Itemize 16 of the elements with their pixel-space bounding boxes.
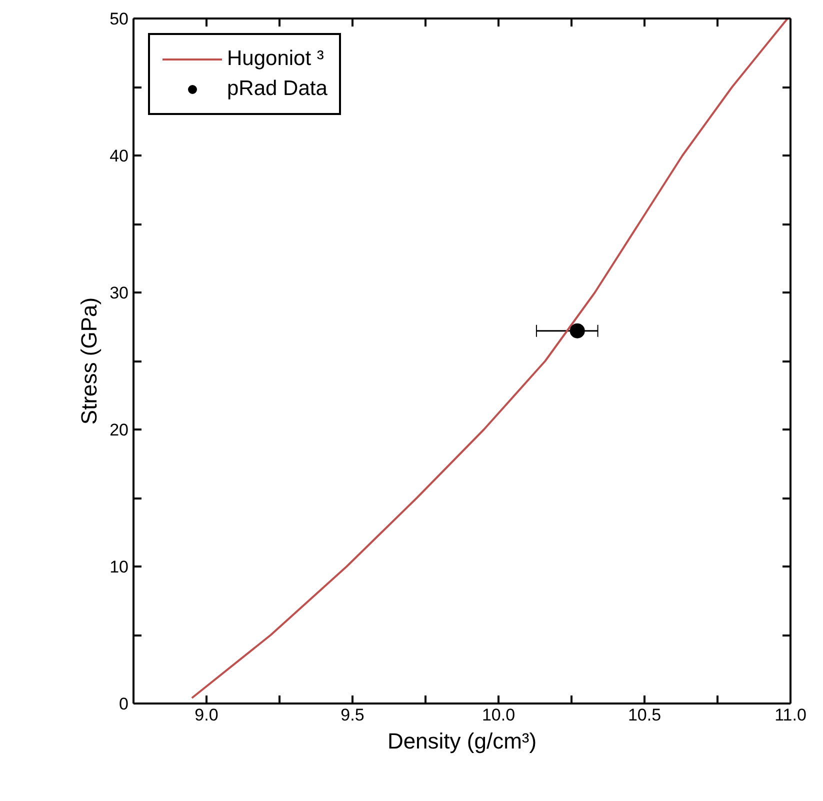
x-tick-label: 10.5 bbox=[628, 706, 662, 724]
x-axis-title: Density (g/cm³) bbox=[387, 728, 537, 754]
x-tick-label: 9.0 bbox=[194, 706, 218, 724]
y-tick-label: 20 bbox=[110, 420, 129, 440]
y-tick-label: 10 bbox=[110, 558, 129, 576]
line-series bbox=[190, 18, 789, 700]
y-tick-label: 40 bbox=[110, 146, 129, 166]
y-tick-label: 50 bbox=[110, 10, 129, 28]
y-tick-label: 0 bbox=[119, 694, 129, 714]
x-tick-label: 9.5 bbox=[340, 706, 364, 724]
x-tick-label: 10.0 bbox=[482, 706, 516, 724]
legend-label: pRad Data bbox=[227, 77, 328, 101]
y-axis-title: Stress (GPa) bbox=[76, 297, 102, 425]
legend-label: Hugoniot ³ bbox=[227, 47, 324, 71]
y-tick-label: 30 bbox=[110, 284, 129, 302]
x-tick-label: 11.0 bbox=[774, 706, 806, 724]
